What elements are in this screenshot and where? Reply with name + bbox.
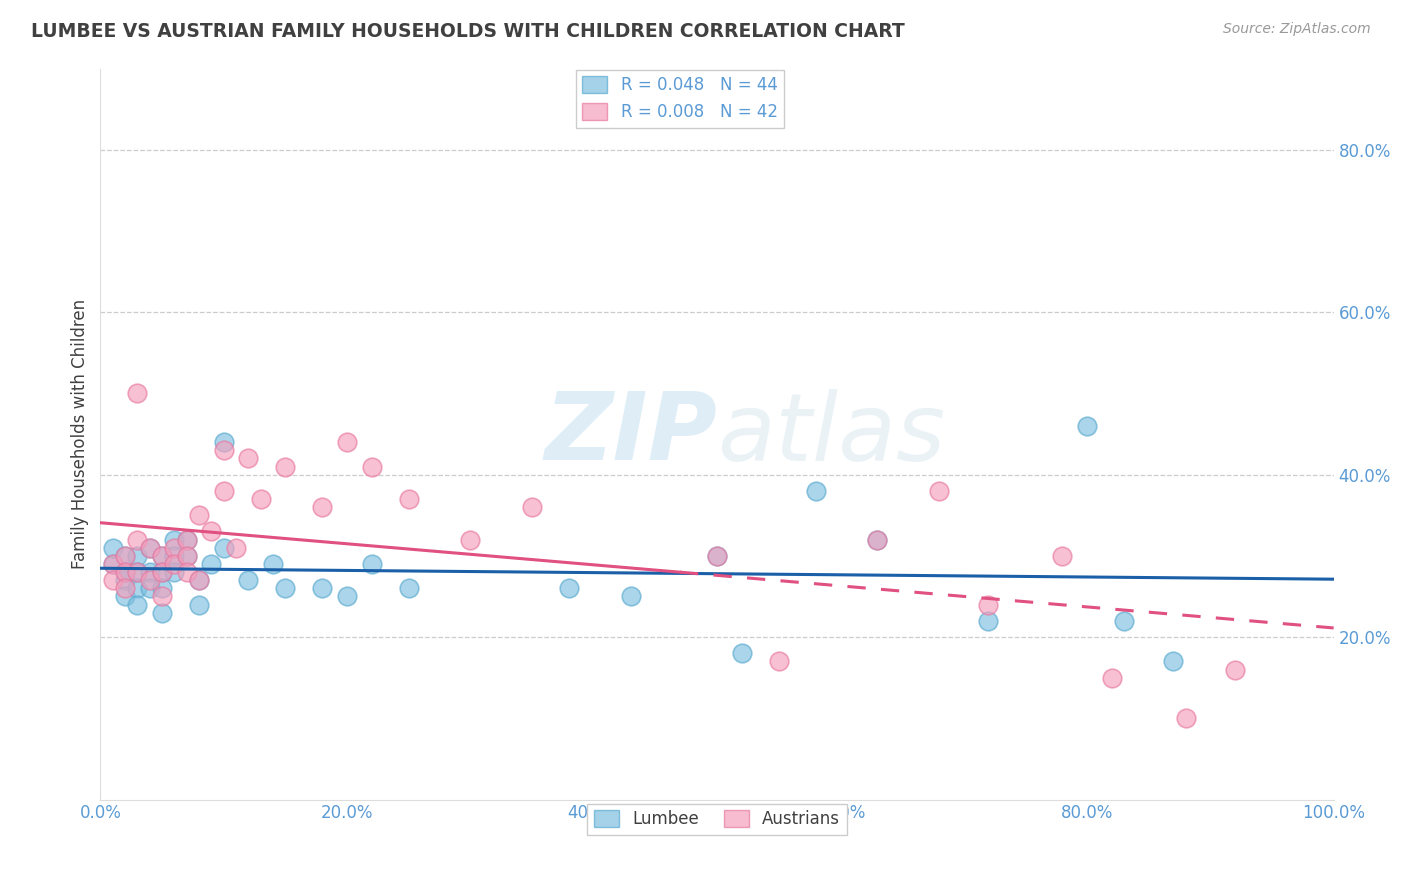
Text: Source: ZipAtlas.com: Source: ZipAtlas.com	[1223, 22, 1371, 37]
Point	[398, 582, 420, 596]
Legend: Lumbee, Austrians: Lumbee, Austrians	[588, 804, 846, 835]
Point	[101, 573, 124, 587]
Point	[1223, 663, 1246, 677]
Point	[101, 557, 124, 571]
Point	[866, 533, 889, 547]
Point	[101, 541, 124, 555]
Text: LUMBEE VS AUSTRIAN FAMILY HOUSEHOLDS WITH CHILDREN CORRELATION CHART: LUMBEE VS AUSTRIAN FAMILY HOUSEHOLDS WIT…	[31, 22, 904, 41]
Point	[336, 435, 359, 450]
Point	[114, 565, 136, 579]
Point	[138, 582, 160, 596]
Point	[200, 557, 222, 571]
Point	[150, 549, 173, 563]
Point	[866, 533, 889, 547]
Text: ZIP: ZIP	[544, 388, 717, 480]
Point	[150, 549, 173, 563]
Point	[114, 549, 136, 563]
Point	[730, 646, 752, 660]
Point	[127, 549, 149, 563]
Point	[249, 491, 271, 506]
Point	[398, 491, 420, 506]
Point	[150, 606, 173, 620]
Point	[1052, 549, 1074, 563]
Point	[188, 573, 211, 587]
Point	[274, 459, 297, 474]
Point	[262, 557, 284, 571]
Point	[706, 549, 728, 563]
Point	[558, 582, 581, 596]
Point	[706, 549, 728, 563]
Point	[127, 598, 149, 612]
Point	[176, 549, 198, 563]
Point	[188, 573, 211, 587]
Point	[176, 533, 198, 547]
Point	[977, 614, 1000, 628]
Point	[460, 533, 482, 547]
Point	[127, 533, 149, 547]
Point	[138, 541, 160, 555]
Point	[311, 582, 333, 596]
Point	[238, 573, 260, 587]
Point	[804, 483, 827, 498]
Point	[138, 565, 160, 579]
Point	[114, 565, 136, 579]
Point	[127, 565, 149, 579]
Point	[225, 541, 247, 555]
Point	[127, 582, 149, 596]
Point	[212, 435, 235, 450]
Point	[274, 582, 297, 596]
Point	[200, 524, 222, 539]
Point	[620, 590, 643, 604]
Point	[138, 573, 160, 587]
Point	[163, 565, 186, 579]
Point	[238, 451, 260, 466]
Point	[212, 541, 235, 555]
Point	[1076, 418, 1098, 433]
Point	[150, 565, 173, 579]
Point	[1163, 655, 1185, 669]
Point	[1112, 614, 1135, 628]
Point	[101, 557, 124, 571]
Point	[127, 386, 149, 401]
Point	[212, 483, 235, 498]
Point	[928, 483, 950, 498]
Point	[977, 598, 1000, 612]
Point	[163, 549, 186, 563]
Point	[360, 459, 382, 474]
Point	[188, 508, 211, 523]
Point	[176, 533, 198, 547]
Point	[163, 541, 186, 555]
Text: atlas: atlas	[717, 389, 945, 480]
Point	[150, 590, 173, 604]
Point	[114, 573, 136, 587]
Point	[138, 541, 160, 555]
Point	[176, 565, 198, 579]
Point	[336, 590, 359, 604]
Point	[311, 500, 333, 515]
Point	[1174, 711, 1197, 725]
Point	[360, 557, 382, 571]
Point	[188, 598, 211, 612]
Point	[1101, 671, 1123, 685]
Point	[768, 655, 790, 669]
Point	[114, 582, 136, 596]
Point	[163, 557, 186, 571]
Point	[127, 565, 149, 579]
Y-axis label: Family Households with Children: Family Households with Children	[72, 299, 89, 569]
Point	[212, 443, 235, 458]
Point	[163, 533, 186, 547]
Point	[114, 590, 136, 604]
Point	[150, 582, 173, 596]
Point	[150, 565, 173, 579]
Point	[520, 500, 543, 515]
Point	[114, 549, 136, 563]
Point	[176, 549, 198, 563]
